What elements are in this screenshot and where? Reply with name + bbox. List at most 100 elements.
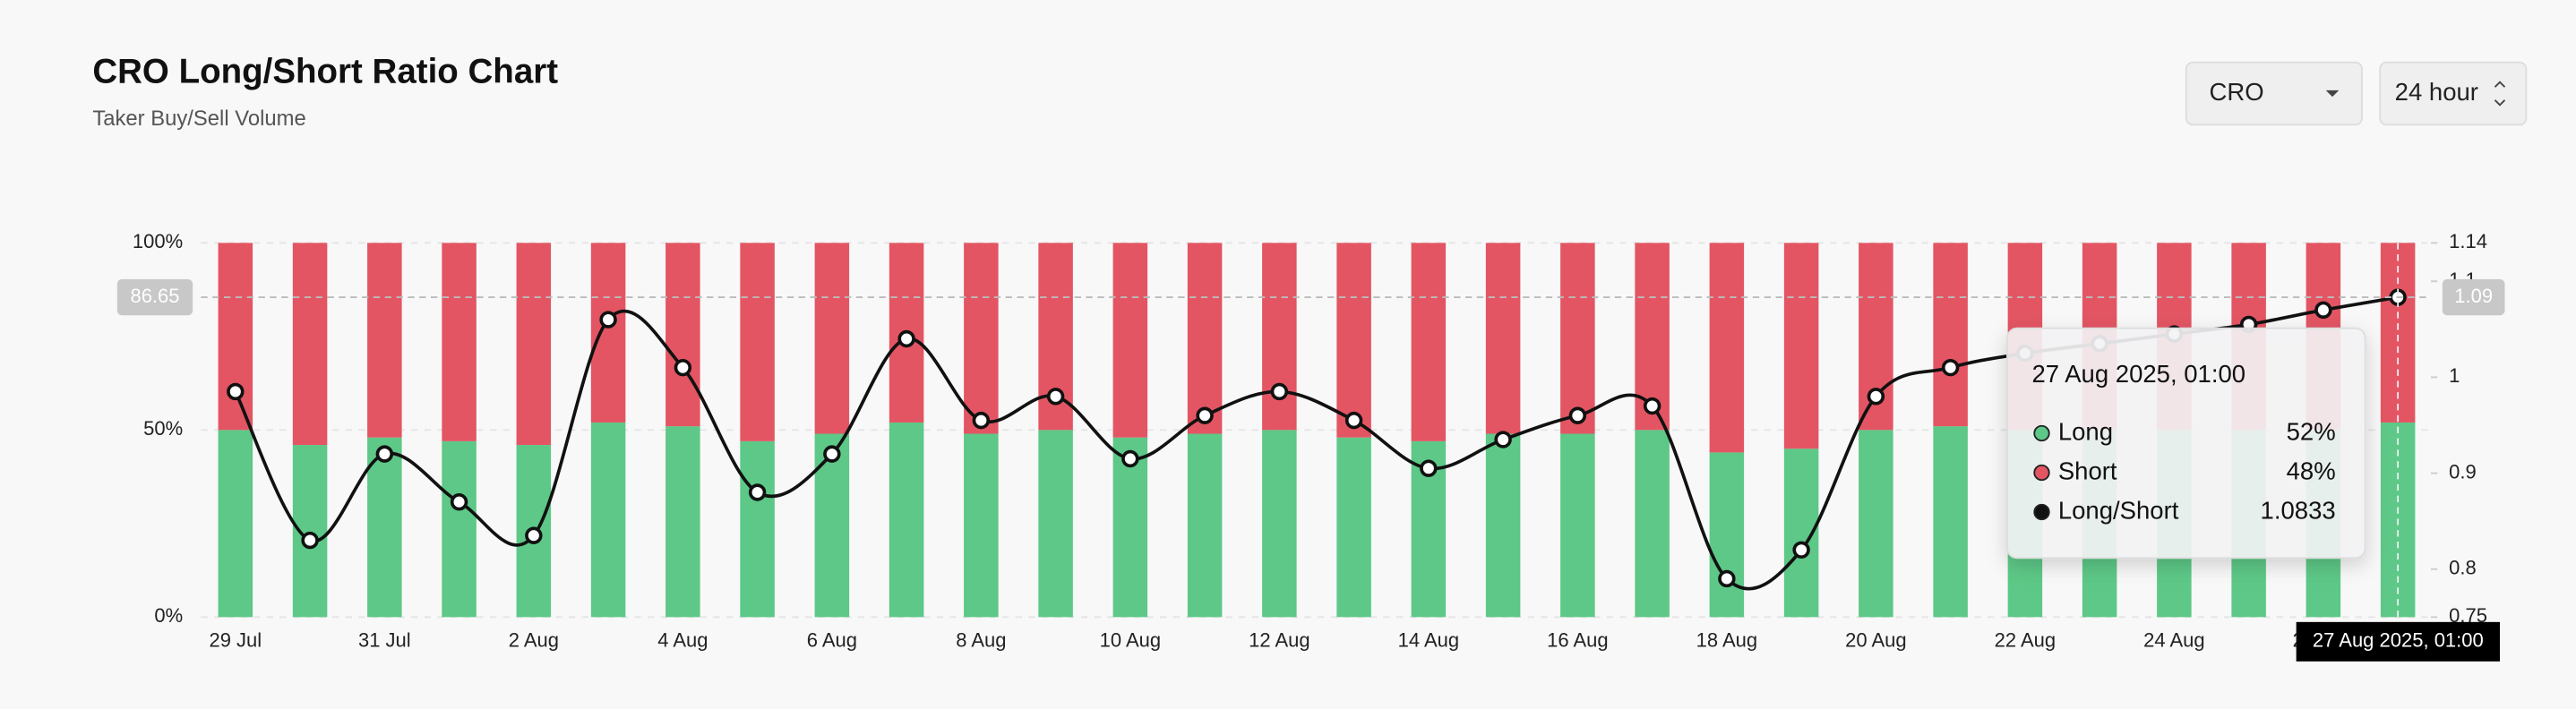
asset-select-label[interactable]: CRO xyxy=(2210,78,2264,106)
interval-select-box[interactable] xyxy=(2379,61,2528,126)
short-bar xyxy=(1187,243,1223,434)
x-tick-label: 20 Aug xyxy=(1845,629,1907,652)
tooltip-swatch xyxy=(2033,424,2050,442)
ratio-dot xyxy=(450,493,468,511)
long-bar xyxy=(964,433,999,618)
x-tick-label: 22 Aug xyxy=(1995,629,2057,652)
interval-select[interactable]: 24 hour xyxy=(2379,61,2528,126)
tooltip-row-name: Long xyxy=(2058,417,2113,445)
ratio-dot xyxy=(1867,388,1885,406)
title: CRO Long/Short Ratio Chart xyxy=(92,53,558,91)
ratio-dot xyxy=(1046,388,1065,406)
long-bar xyxy=(1560,433,1595,618)
long-bar xyxy=(1485,433,1521,618)
ratio-dot xyxy=(1941,358,1960,377)
ratio-dot xyxy=(1121,449,1139,468)
long-bar xyxy=(1635,430,1670,618)
x-tick-label: 8 Aug xyxy=(956,629,1006,652)
short-bar xyxy=(1411,243,1447,441)
short-bar xyxy=(1262,243,1297,431)
x-tick-label: 24 Aug xyxy=(2143,629,2205,652)
ratio-dot xyxy=(525,526,543,544)
long-bar xyxy=(1262,430,1297,618)
short-bar xyxy=(964,243,999,434)
interval-select-label[interactable]: 24 hour xyxy=(2395,78,2478,106)
long-bar xyxy=(889,422,924,618)
crosshair-left-box xyxy=(116,278,193,316)
asset-select[interactable]: CRO xyxy=(2185,61,2363,126)
ratio-dot xyxy=(972,411,991,430)
tooltip-row-name: Long/Short xyxy=(2058,496,2179,524)
tooltip-row-value: 52% xyxy=(2287,417,2336,445)
long-bar xyxy=(367,437,402,618)
ratio-dot xyxy=(1643,397,1662,415)
x-tick-label: 4 Aug xyxy=(657,629,708,652)
tooltip-swatch xyxy=(2033,503,2050,521)
tooltip-row-value: 48% xyxy=(2287,457,2336,484)
long-bar xyxy=(1859,430,1893,618)
short-bar xyxy=(665,243,700,427)
short-bar xyxy=(1709,243,1745,453)
x-tick-label: 14 Aug xyxy=(1398,629,1460,652)
short-bar xyxy=(1783,243,1819,449)
long-bar xyxy=(1709,452,1745,618)
short-bar xyxy=(516,243,552,446)
ratio-dot xyxy=(301,531,319,550)
x-tick-label: 12 Aug xyxy=(1249,629,1310,652)
x-tick-label: 31 Jul xyxy=(358,629,411,652)
short-bar xyxy=(1336,243,1371,438)
x-tick-label: 2 Aug xyxy=(509,629,559,652)
x-tick-label: 18 Aug xyxy=(1696,629,1758,652)
long-bar xyxy=(1187,433,1223,618)
long-bar xyxy=(1038,430,1073,618)
long-bar xyxy=(590,422,626,618)
ratio-dot xyxy=(2314,301,2332,320)
asset-select-box[interactable] xyxy=(2185,61,2363,126)
tooltip-swatch xyxy=(2033,464,2050,482)
ratio-line xyxy=(234,295,2399,591)
y-tick-label: 100% xyxy=(133,230,183,252)
y-tick-label: 0% xyxy=(154,604,183,627)
ratio-dot xyxy=(748,483,767,501)
short-bar xyxy=(442,243,477,441)
x-tick-label: 16 Aug xyxy=(1547,629,1609,652)
crosshair-right-label: 1.09 xyxy=(2454,285,2493,307)
short-bar xyxy=(292,243,328,446)
tooltip-box xyxy=(2006,327,2366,560)
x-tick-label: 29 Jul xyxy=(209,629,262,652)
ratio-dot xyxy=(1568,406,1587,424)
long-bar xyxy=(218,430,253,618)
tooltip-row-name: Short xyxy=(2058,457,2117,484)
stepper-icon xyxy=(2494,81,2506,107)
y2-tick-label: 1.14 xyxy=(2449,230,2487,252)
y-tick-label: 50% xyxy=(143,417,183,440)
y2-tick-label: 0.8 xyxy=(2449,557,2477,579)
short-bar xyxy=(814,243,850,434)
x-tick-label: 6 Aug xyxy=(807,629,857,652)
ratio-dot xyxy=(1420,459,1438,477)
crosshair-x-label: 27 Aug 2025, 01:00 xyxy=(2313,629,2484,652)
crosshair-left-label: 86.65 xyxy=(130,285,179,307)
ratio-dot xyxy=(1344,411,1363,430)
short-bar xyxy=(1485,243,1521,434)
ratio-dot xyxy=(375,445,394,463)
long-bar xyxy=(442,440,477,618)
ratio-dot xyxy=(823,445,841,463)
long-bar xyxy=(665,426,700,618)
long-bar xyxy=(1336,437,1371,618)
tooltip-title: 27 Aug 2025, 01:00 xyxy=(2032,360,2246,388)
ratio-dot xyxy=(599,311,617,329)
ratio-dot xyxy=(227,382,245,401)
short-bar xyxy=(1112,243,1148,438)
crosshair-right-box xyxy=(2442,278,2505,316)
ratio-dot xyxy=(897,329,915,348)
ratio-dot xyxy=(1792,541,1810,560)
long-bar xyxy=(1933,426,1968,618)
crosshair-x-box xyxy=(2296,621,2500,662)
ratio-dot xyxy=(1270,382,1289,401)
y2-tick-label: 0.9 xyxy=(2449,460,2477,483)
short-bar xyxy=(1933,243,1968,427)
short-bar xyxy=(218,243,253,431)
